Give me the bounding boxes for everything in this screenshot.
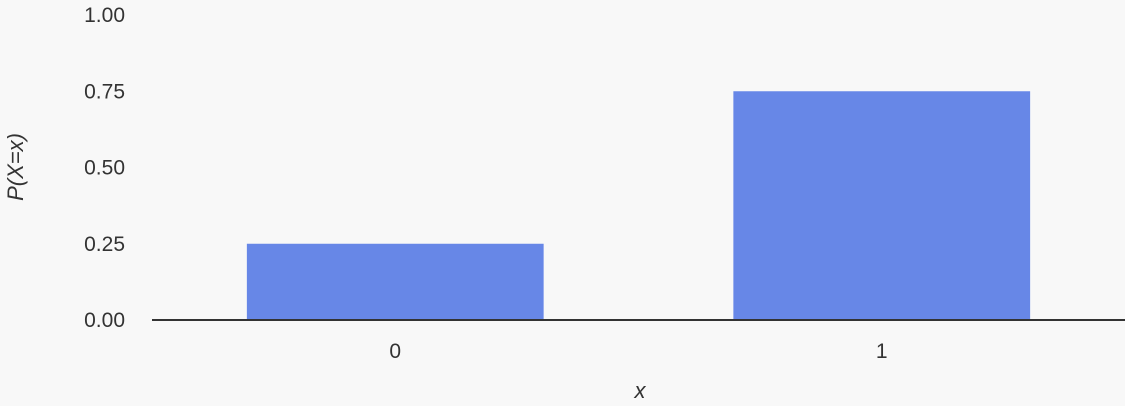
- y-tick-label: 0.50: [84, 157, 125, 180]
- x-tick-label: 0: [389, 340, 401, 363]
- y-tick-label: 0.25: [84, 233, 125, 256]
- y-tick-label: 0.75: [84, 80, 125, 103]
- y-tick-label: 0.00: [84, 309, 125, 332]
- y-axis-tick-labels: 0.00 0.25 0.50 0.75 1.00: [84, 4, 125, 332]
- y-axis-title: P(X=x): [3, 133, 28, 201]
- x-tick-label: 1: [876, 340, 888, 363]
- x-axis-title: x: [634, 378, 647, 403]
- bars: [246, 91, 1031, 320]
- bar-0: [246, 243, 544, 320]
- bar-1: [733, 91, 1031, 320]
- y-tick-label: 1.00: [84, 4, 125, 27]
